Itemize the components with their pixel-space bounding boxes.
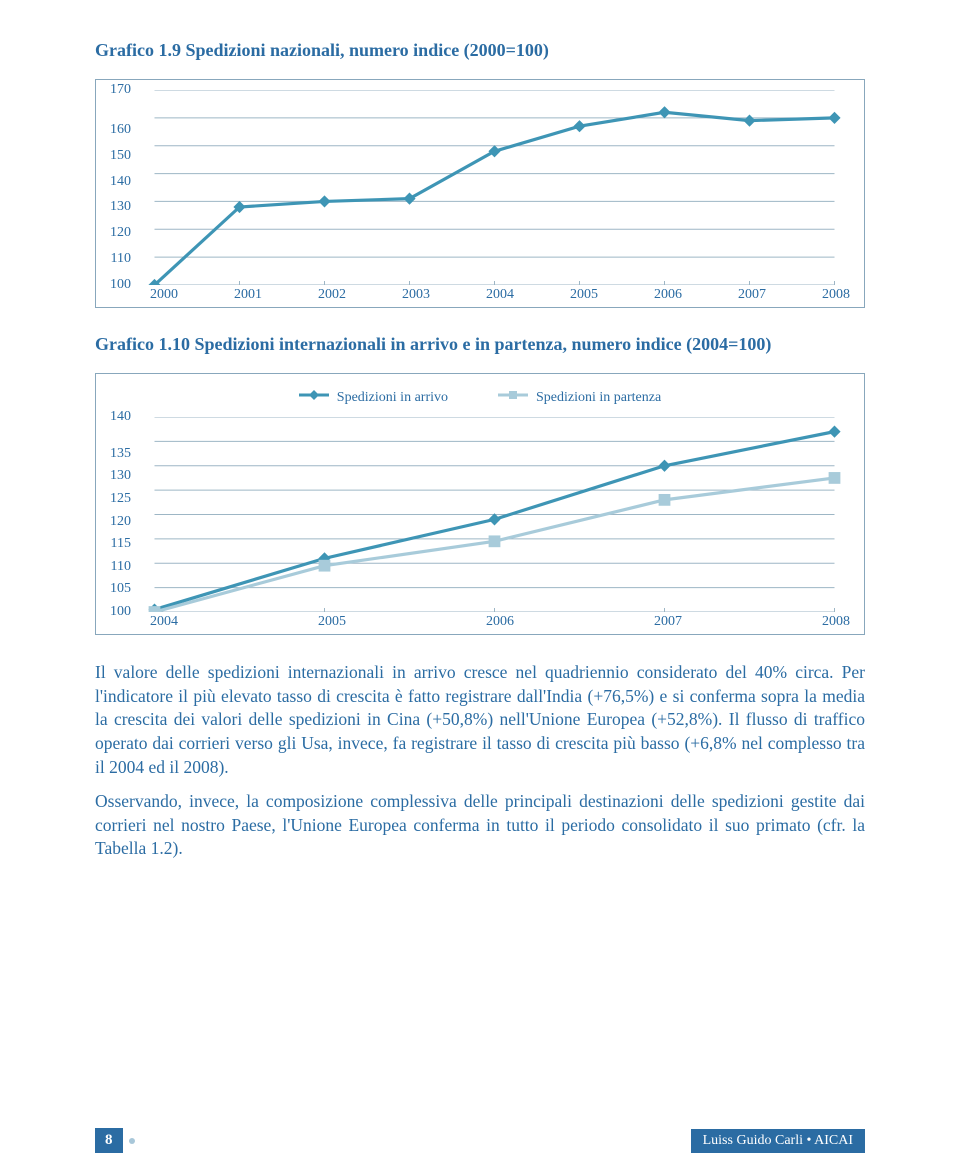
axis-label: 2004 xyxy=(486,287,514,303)
axis-label: 2005 xyxy=(318,614,346,630)
axis-label: 2002 xyxy=(318,287,346,303)
chart2-title: Grafico 1.10 Spedizioni internazionali i… xyxy=(95,334,865,355)
axis-label: 110 xyxy=(111,560,131,574)
chart1-box: 170160150140130120110100 200020012002200… xyxy=(95,79,865,308)
axis-label: 2004 xyxy=(150,614,178,630)
axis-label: 2007 xyxy=(654,614,682,630)
axis-label: 130 xyxy=(110,469,131,483)
axis-label: 105 xyxy=(110,582,131,596)
axis-label: 150 xyxy=(110,149,131,163)
axis-label: 2005 xyxy=(570,287,598,303)
paragraph-1: Il valore delle spedizioni internazional… xyxy=(95,661,865,779)
chart2-y-axis: 140135130125120115110105100 xyxy=(110,417,139,612)
chart1-title: Grafico 1.9 Spedizioni nazionali, numero… xyxy=(95,40,865,61)
chart2: Spedizioni in arrivo Spedizioni in parten… xyxy=(110,384,850,630)
chart2-plot xyxy=(139,417,850,612)
legend-item: Spedizioni in partenza xyxy=(498,388,661,407)
axis-label: 2001 xyxy=(234,287,262,303)
page: Grafico 1.9 Spedizioni nazionali, numero… xyxy=(0,0,960,1171)
axis-label: 130 xyxy=(110,200,131,214)
axis-label: 100 xyxy=(110,605,131,619)
axis-label: 2007 xyxy=(738,287,766,303)
axis-label: 2008 xyxy=(822,287,850,303)
axis-label: 140 xyxy=(110,410,131,424)
legend-marker-icon xyxy=(299,388,329,407)
axis-label: 110 xyxy=(111,252,131,266)
axis-label: 2000 xyxy=(150,287,178,303)
chart1: 170160150140130120110100 200020012002200… xyxy=(110,90,850,303)
chart1-y-axis: 170160150140130120110100 xyxy=(110,90,139,285)
axis-label: 170 xyxy=(110,83,131,97)
axis-label: 2008 xyxy=(822,614,850,630)
footer-brand: Luiss Guido Carli • AICAI xyxy=(691,1129,865,1153)
body-text: Il valore delle spedizioni internazional… xyxy=(95,661,865,861)
paragraph-2: Osservando, invece, la composizione comp… xyxy=(95,790,865,861)
chart1-x-axis: 2000 2001 2002 2003 2004 2005 2006 2007 2008 xyxy=(150,287,850,303)
axis-label: 120 xyxy=(110,515,131,529)
chart2-legend: Spedizioni in arrivo Spedizioni in parten… xyxy=(110,384,850,417)
axis-label: 100 xyxy=(110,278,131,292)
legend-marker-icon xyxy=(498,388,528,407)
axis-label: 2003 xyxy=(402,287,430,303)
axis-label: 135 xyxy=(110,447,131,461)
axis-label: 160 xyxy=(110,123,131,137)
page-number: 8 xyxy=(95,1128,123,1153)
legend-label: Spedizioni in arrivo xyxy=(337,390,448,406)
axis-label: 2006 xyxy=(486,614,514,630)
axis-label: 2006 xyxy=(654,287,682,303)
axis-label: 120 xyxy=(110,226,131,240)
axis-label: 125 xyxy=(110,492,131,506)
chart2-box: Spedizioni in arrivo Spedizioni in parten… xyxy=(95,373,865,635)
chart1-plot xyxy=(139,90,850,285)
axis-label: 115 xyxy=(111,537,131,551)
chart2-x-axis: 2004 2005 2006 2007 2008 xyxy=(150,614,850,630)
axis-label: 140 xyxy=(110,175,131,189)
footer-dot-icon xyxy=(129,1138,135,1144)
legend-label: Spedizioni in partenza xyxy=(536,390,661,406)
page-footer: 8 Luiss Guido Carli • AICAI xyxy=(0,1128,960,1153)
legend-item: Spedizioni in arrivo xyxy=(299,388,448,407)
footer-page-number-box: 8 xyxy=(95,1128,135,1153)
